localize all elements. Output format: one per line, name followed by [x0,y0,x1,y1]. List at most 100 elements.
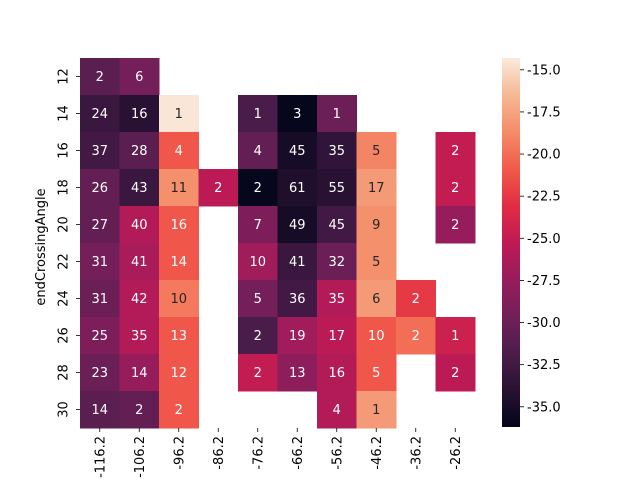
heatmap-cell [159,317,199,355]
heatmap-cell [435,206,476,244]
heatmap-cell [238,95,278,133]
cell-annotation: 13 [170,329,187,344]
cell-annotation: 11 [170,181,187,196]
heatmap-cell [80,391,120,429]
x-tick-label: -36.2 [409,436,424,470]
cell-annotation: 36 [289,292,306,307]
cell-annotation: 25 [91,329,108,344]
cell-annotation: 2 [254,366,262,381]
heatmap-cell [435,169,476,207]
cell-annotation: 3 [293,107,301,122]
x-axis: -116.2 -106.2 -96.2 -86.2 -76.2 -66.2 -56.2 -46… [93,428,464,478]
heatmap-cell [317,206,357,244]
cell-annotation: 35 [328,292,345,307]
cell-annotation: 24 [91,107,108,122]
heatmap-cell [317,391,357,429]
colorbar-tick-label: -35.0 [527,400,561,415]
x-tick-label: -66.2 [291,436,306,470]
heatmap-cell [317,243,357,281]
heatmap-cell [119,391,160,429]
cell-annotation: 10 [249,255,266,270]
heatmap-cell [80,132,120,170]
colorbar-tick-label: -32.5 [527,358,561,373]
cell-annotation: 35 [328,144,345,159]
heatmap-cell [238,280,278,318]
y-tick-label: 30 [57,401,72,418]
cell-annotation: 27 [91,218,108,233]
y-tick-label: 14 [57,105,72,122]
heatmap-cell [119,354,160,392]
heatmap-cell [238,169,278,207]
y-axis: 12 14 16 18 20 22 24 26 28 30 [57,68,80,418]
y-tick-label: 20 [57,216,72,233]
heatmap-cell [277,169,318,207]
cell-annotation: 5 [372,255,380,270]
y-tick-label: 22 [57,253,72,270]
heatmap-cell [159,243,199,281]
heatmap-cell [198,169,239,207]
colorbar-tick-label: -25.0 [527,232,561,247]
heatmap-cell [356,206,397,244]
cell-annotation: 1 [333,107,341,122]
cell-annotation: 4 [254,144,262,159]
heatmap-cell [80,317,120,355]
cell-annotation: 37 [91,144,108,159]
heatmap-cell [317,132,357,170]
cell-annotation: 42 [131,292,148,307]
cell-annotation: 16 [170,218,187,233]
y-tick-label: 26 [57,327,72,344]
colorbar-gradient [502,58,520,427]
cell-annotation: 1 [451,329,459,344]
cell-annotation: 2 [412,329,420,344]
x-tick-label: -86.2 [212,436,227,470]
x-tick-label: -116.2 [93,436,108,478]
heatmap-cell [80,95,120,133]
cell-annotation: 45 [289,144,306,159]
cell-annotation: 19 [289,329,306,344]
cell-annotation: 9 [372,218,380,233]
cell-annotation: 40 [131,218,148,233]
cell-annotation: 2 [451,144,459,159]
cell-annotation: 1 [254,107,262,122]
heatmap-cell [317,95,357,133]
heatmap-cell [119,206,160,244]
heatmap-cell [159,206,199,244]
cell-annotation: 16 [328,366,345,381]
x-tick-label: -96.2 [172,436,187,470]
heatmap-cell [277,132,318,170]
heatmap-cell [356,317,397,355]
heatmap-cell [277,280,318,318]
colorbar-tick-label: -15.0 [527,63,561,78]
heatmap-cell [159,280,199,318]
x-tick-label: -56.2 [330,436,345,470]
cell-annotation: 4 [175,144,183,159]
cell-annotation: 5 [372,144,380,159]
heatmap-cell [238,317,278,355]
cell-annotation: 23 [91,366,108,381]
cell-annotation: 35 [131,329,148,344]
heatmap-cell [119,95,160,133]
cell-annotation: 32 [328,255,345,270]
cell-annotation: 7 [254,218,262,233]
heatmap-cell [277,243,318,281]
y-tick-label: 18 [57,179,72,196]
cell-annotation: 2 [451,218,459,233]
heatmap-cell [396,280,436,318]
cell-annotation: 17 [368,181,385,196]
heatmap-cell [80,280,120,318]
x-tick-label: -26.2 [449,436,464,470]
y-tick-label: 24 [57,290,72,307]
heatmap-cell [317,169,357,207]
cell-annotation: 41 [289,255,306,270]
cell-annotation: 55 [328,181,345,196]
heatmap-cell [80,243,120,281]
heatmap-cell [356,243,397,281]
heatmap-cell [80,169,120,207]
colorbar-tick-label: -17.5 [527,105,561,120]
heatmap-cell [356,391,397,429]
heatmap-cell [356,132,397,170]
cell-annotation: 6 [135,70,143,85]
heatmap-cell [277,95,318,133]
cell-annotation: 28 [131,144,148,159]
